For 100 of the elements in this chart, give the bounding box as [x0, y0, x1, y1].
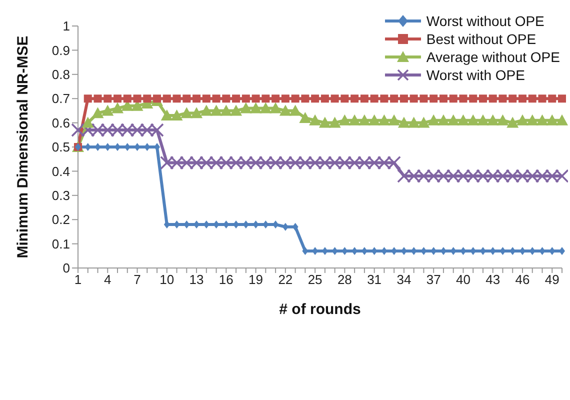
point [220, 104, 232, 116]
point [469, 94, 478, 103]
point [525, 169, 540, 183]
point [320, 94, 329, 103]
point [80, 123, 95, 137]
point [288, 156, 302, 170]
point [377, 156, 392, 170]
point [160, 110, 173, 121]
point [406, 169, 421, 183]
point [90, 123, 105, 137]
point [162, 94, 171, 103]
point [526, 114, 538, 126]
point [180, 156, 194, 170]
point [229, 156, 243, 170]
point [190, 107, 203, 118]
point [248, 156, 263, 170]
point [170, 110, 183, 121]
point [428, 114, 440, 126]
legend-label: Average without OPE [426, 48, 560, 66]
point [202, 94, 210, 103]
point [559, 247, 565, 256]
point [318, 156, 332, 170]
point [478, 94, 487, 103]
point [449, 94, 458, 103]
point [153, 94, 162, 103]
point [467, 114, 480, 126]
point [486, 114, 499, 126]
x-tick-label: 49 [544, 272, 560, 288]
point [498, 94, 507, 103]
point [496, 114, 509, 126]
y-axis-title: Minimum Dimensional NR-MSE [14, 36, 32, 258]
point [390, 94, 398, 103]
point [309, 114, 322, 126]
point [555, 169, 568, 183]
point [289, 104, 302, 116]
point [100, 123, 115, 137]
point [476, 169, 490, 183]
point [456, 169, 470, 183]
point [133, 94, 142, 103]
point [328, 156, 342, 170]
point [190, 156, 204, 170]
point [291, 94, 300, 103]
point [298, 156, 312, 170]
point [299, 112, 312, 123]
point [180, 107, 193, 118]
point [370, 94, 378, 103]
point [140, 123, 154, 137]
point [239, 156, 253, 170]
point [436, 169, 450, 183]
y-tick-label: 0.5 [52, 140, 70, 155]
point [110, 123, 124, 137]
point [348, 156, 362, 170]
point [200, 156, 214, 170]
point [200, 104, 212, 116]
point [486, 169, 500, 183]
point [460, 247, 466, 256]
point [358, 114, 370, 126]
point [260, 102, 272, 114]
point [546, 114, 558, 126]
x-tick-label: 22 [278, 272, 293, 288]
point [378, 114, 390, 126]
point [528, 94, 536, 103]
point [120, 123, 134, 137]
point [84, 94, 92, 103]
y-tick-label: 0.9 [52, 42, 70, 58]
point [558, 94, 566, 103]
point [94, 94, 102, 103]
point [210, 104, 222, 116]
point [242, 94, 250, 103]
point [282, 222, 288, 231]
point [437, 114, 450, 126]
x-tick-label: 1 [74, 272, 82, 288]
point [123, 94, 132, 103]
point [338, 114, 351, 126]
point [209, 156, 224, 170]
point [416, 169, 431, 183]
point [308, 156, 322, 170]
point [102, 104, 114, 116]
point [268, 156, 282, 170]
point [536, 114, 548, 126]
point [508, 94, 517, 103]
x-tick-label: 34 [396, 272, 412, 288]
point [388, 114, 400, 126]
point [258, 156, 273, 170]
x-tick-label: 19 [248, 272, 264, 288]
point [367, 156, 382, 170]
point [340, 94, 349, 103]
point [292, 222, 298, 231]
point [426, 169, 440, 183]
x-tick-label: 10 [160, 272, 174, 288]
point [143, 94, 152, 103]
point [476, 114, 489, 126]
y-tick-label: 0.2 [52, 212, 70, 228]
y-tick-label: 1 [62, 18, 70, 34]
point [496, 169, 510, 183]
point [506, 169, 520, 183]
point [71, 123, 85, 137]
point [457, 114, 470, 126]
x-tick-label: 46 [515, 272, 530, 288]
point [398, 116, 410, 128]
